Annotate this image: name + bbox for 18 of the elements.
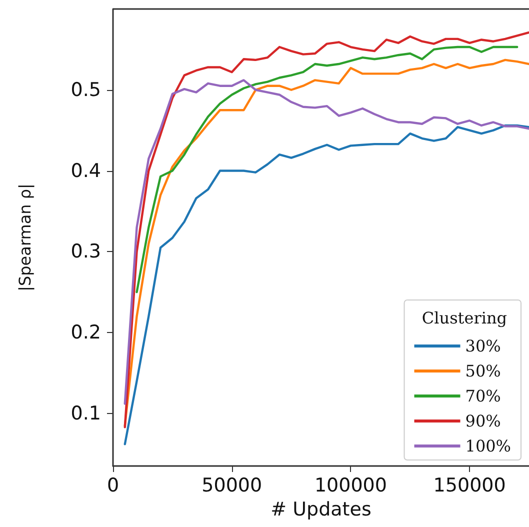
x-tick-label: 0 [106, 474, 120, 496]
x-tick-label: 100000 [314, 474, 387, 496]
legend-label: 50% [465, 362, 501, 380]
y-tick-label: 0.3 [70, 240, 101, 263]
legend-label: 90% [465, 412, 501, 430]
y-tick-label: 0.2 [70, 322, 101, 344]
legend-label: 70% [465, 386, 501, 406]
legend-label: 100% [465, 436, 512, 456]
x-tick-label: 50000 [202, 474, 262, 496]
legend-title: Clustering [422, 308, 508, 328]
y-tick-label: 0.1 [70, 402, 101, 424]
x-tick-label: 150000 [433, 474, 506, 496]
y-tick-label: 0.4 [70, 160, 101, 182]
y-axis-title: |Spearman ρ| [16, 184, 34, 292]
line-series [136, 46, 518, 294]
x-axis-title: # Updates [270, 498, 372, 520]
legend-label: 30% [465, 336, 501, 356]
y-tick-label: 0.5 [70, 78, 101, 101]
